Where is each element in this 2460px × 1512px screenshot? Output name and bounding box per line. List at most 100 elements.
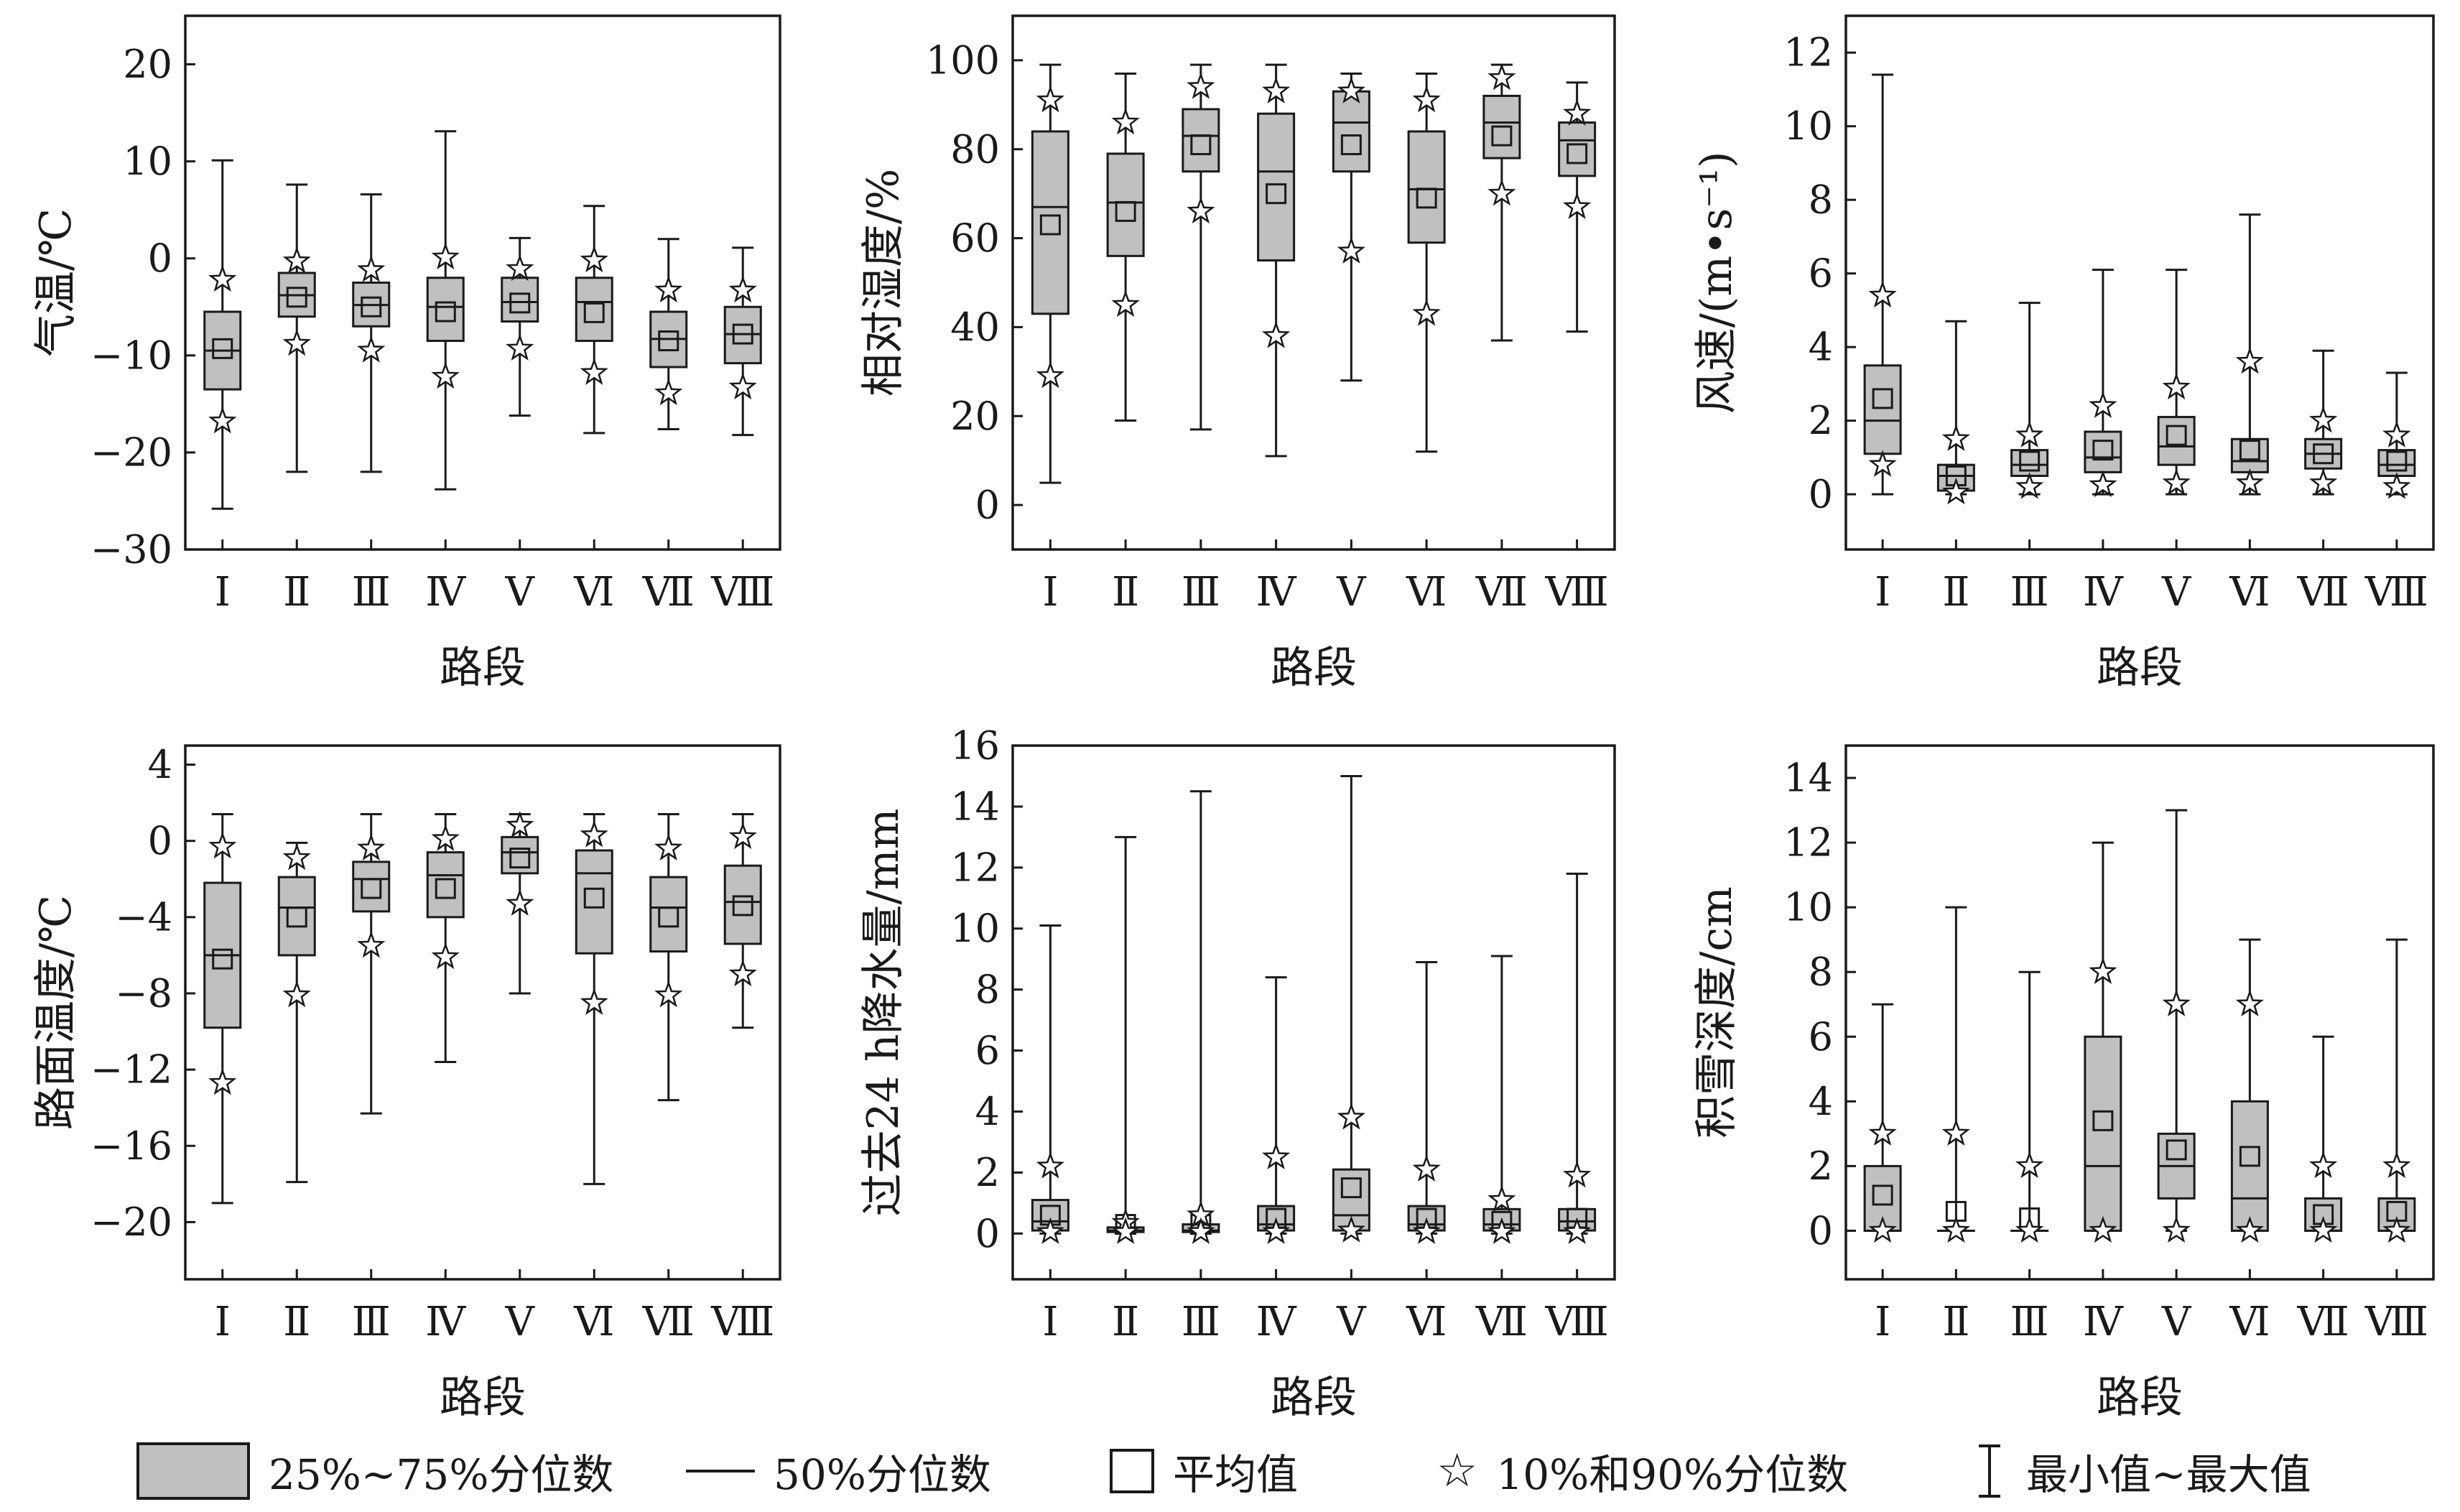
mean-marker: [435, 301, 456, 323]
x-tick-label: Ⅷ: [710, 1299, 774, 1345]
box-7: [2304, 1035, 2343, 1243]
legend-label-percentiles: 10%和90%分位数: [1496, 1450, 1849, 1499]
box-1: [203, 159, 242, 510]
p10-star: [506, 333, 534, 361]
x-tick-label: Ⅵ: [573, 569, 614, 616]
mean-marker: [212, 948, 233, 970]
p10-star: [1187, 196, 1215, 224]
y-tick-label: 10: [123, 139, 172, 184]
plot-frame: [1844, 744, 2435, 1281]
p10-star: [1036, 1217, 1064, 1244]
y-tick-label: −16: [90, 1123, 172, 1169]
p10-star: [1337, 1215, 1365, 1243]
x-tick-label: Ⅷ: [710, 569, 774, 616]
y-tick-label: −20: [90, 1200, 172, 1245]
box-7: [649, 238, 688, 430]
x-tick-label: Ⅵ: [1406, 1299, 1447, 1345]
box-1: [1863, 1003, 1902, 1243]
mean-marker: [2239, 440, 2260, 461]
p10-star: [1487, 179, 1516, 206]
mean-marker: [361, 878, 382, 899]
x-tick-label: Ⅲ: [2010, 1299, 2049, 1345]
chart-panel-4: −20 −16 −12 −8 −4 0 4 Ⅰ Ⅱ Ⅲ Ⅳ Ⅴ Ⅵ Ⅶ Ⅷ 路段 路面温度/℃: [31, 742, 781, 1423]
plot-frame: [184, 744, 781, 1281]
x-tick-label: Ⅴ: [1336, 1299, 1367, 1345]
legend-item-range: 最小值~最大值: [1972, 1437, 2311, 1505]
iqr-box: [2010, 449, 2049, 478]
legend-item-mean: 平均值: [1110, 1437, 1298, 1505]
p10-star: [282, 328, 311, 356]
legend-label-range: 最小值~最大值: [2026, 1450, 2311, 1499]
y-tick-label: 40: [950, 305, 1000, 350]
iqr-box: [1482, 94, 1521, 159]
x-tick-label: Ⅴ: [2161, 1299, 2192, 1345]
x-tick-label: Ⅱ: [1942, 1299, 1969, 1345]
y-tick-label: 20: [950, 394, 1000, 439]
p90-star: [282, 843, 311, 871]
iqr-box: [2377, 449, 2416, 478]
x-tick-label: Ⅰ: [1875, 1299, 1890, 1345]
x-tick-label: Ⅱ: [1112, 1299, 1139, 1345]
x-tick-label: Ⅶ: [1475, 569, 1528, 616]
x-tick-label: Ⅲ: [1182, 1299, 1220, 1345]
p10-star: [728, 372, 757, 400]
legend-label-iqr: 25%~75%分位数: [269, 1450, 614, 1499]
p90-star: [1337, 76, 1365, 103]
mean-marker: [1115, 200, 1136, 222]
p90-star: [1563, 1160, 1592, 1188]
p10-star: [1337, 236, 1365, 264]
y-tick-label: 0: [1809, 1208, 1833, 1253]
y-tick-label: 14: [950, 784, 1000, 829]
iqr-box: [1106, 152, 1145, 257]
p10-star: [2015, 472, 2044, 499]
mean-marker: [2092, 1110, 2114, 1131]
plot-frame: [1011, 14, 1616, 551]
x-tick-label: Ⅷ: [1545, 1299, 1609, 1345]
p90-star: [2162, 372, 2191, 400]
mean-marker: [1340, 1177, 1362, 1199]
x-tick-label: Ⅱ: [283, 569, 310, 616]
p10-star: [1036, 361, 1064, 389]
legend-swatch-mean-square: [1110, 1448, 1154, 1493]
x-tick-label: Ⅴ: [1336, 569, 1367, 616]
box-7: [1482, 63, 1521, 342]
p10-star: [2309, 1215, 2338, 1243]
x-axis-label: 路段: [2097, 1373, 2183, 1423]
p90-star: [1262, 76, 1291, 103]
x-tick-label: Ⅲ: [352, 569, 391, 616]
p90-star: [2089, 391, 2117, 418]
iqr-box: [2230, 437, 2269, 473]
box-1: [1031, 63, 1069, 484]
y-tick-label: 60: [950, 215, 1000, 261]
p10-star: [2015, 1215, 2044, 1243]
y-tick-label: 14: [1783, 756, 1833, 801]
p90-star: [2235, 347, 2264, 374]
y-tick-label: 6: [975, 1028, 1000, 1073]
p10-star: [2235, 1215, 2264, 1243]
iqr-box: [1332, 90, 1370, 173]
plot-frame: [1844, 14, 2435, 551]
y-tick-label: 2: [1809, 1144, 1833, 1189]
p10-star: [208, 1068, 237, 1095]
p10-star: [1941, 477, 1970, 505]
p90-star: [506, 810, 534, 838]
p10-star: [506, 889, 534, 916]
iqr-box: [649, 876, 688, 953]
mean-marker: [1190, 134, 1212, 156]
mean-marker: [658, 330, 679, 352]
mean-marker: [286, 287, 307, 308]
x-axis-label: 路段: [2097, 643, 2183, 693]
legend-label-median: 50%分位数: [774, 1450, 991, 1499]
p10-star: [654, 980, 683, 1008]
box-1: [1031, 924, 1069, 1244]
iqr-box: [575, 849, 613, 955]
p90-star: [1337, 1103, 1365, 1130]
iqr-box: [352, 861, 391, 913]
box-8: [723, 813, 762, 1029]
iqr-box: [2157, 416, 2196, 466]
p10-star: [357, 930, 386, 958]
p10-star: [2382, 472, 2411, 499]
mean-marker: [361, 296, 382, 317]
p90-star: [2382, 1151, 2411, 1179]
